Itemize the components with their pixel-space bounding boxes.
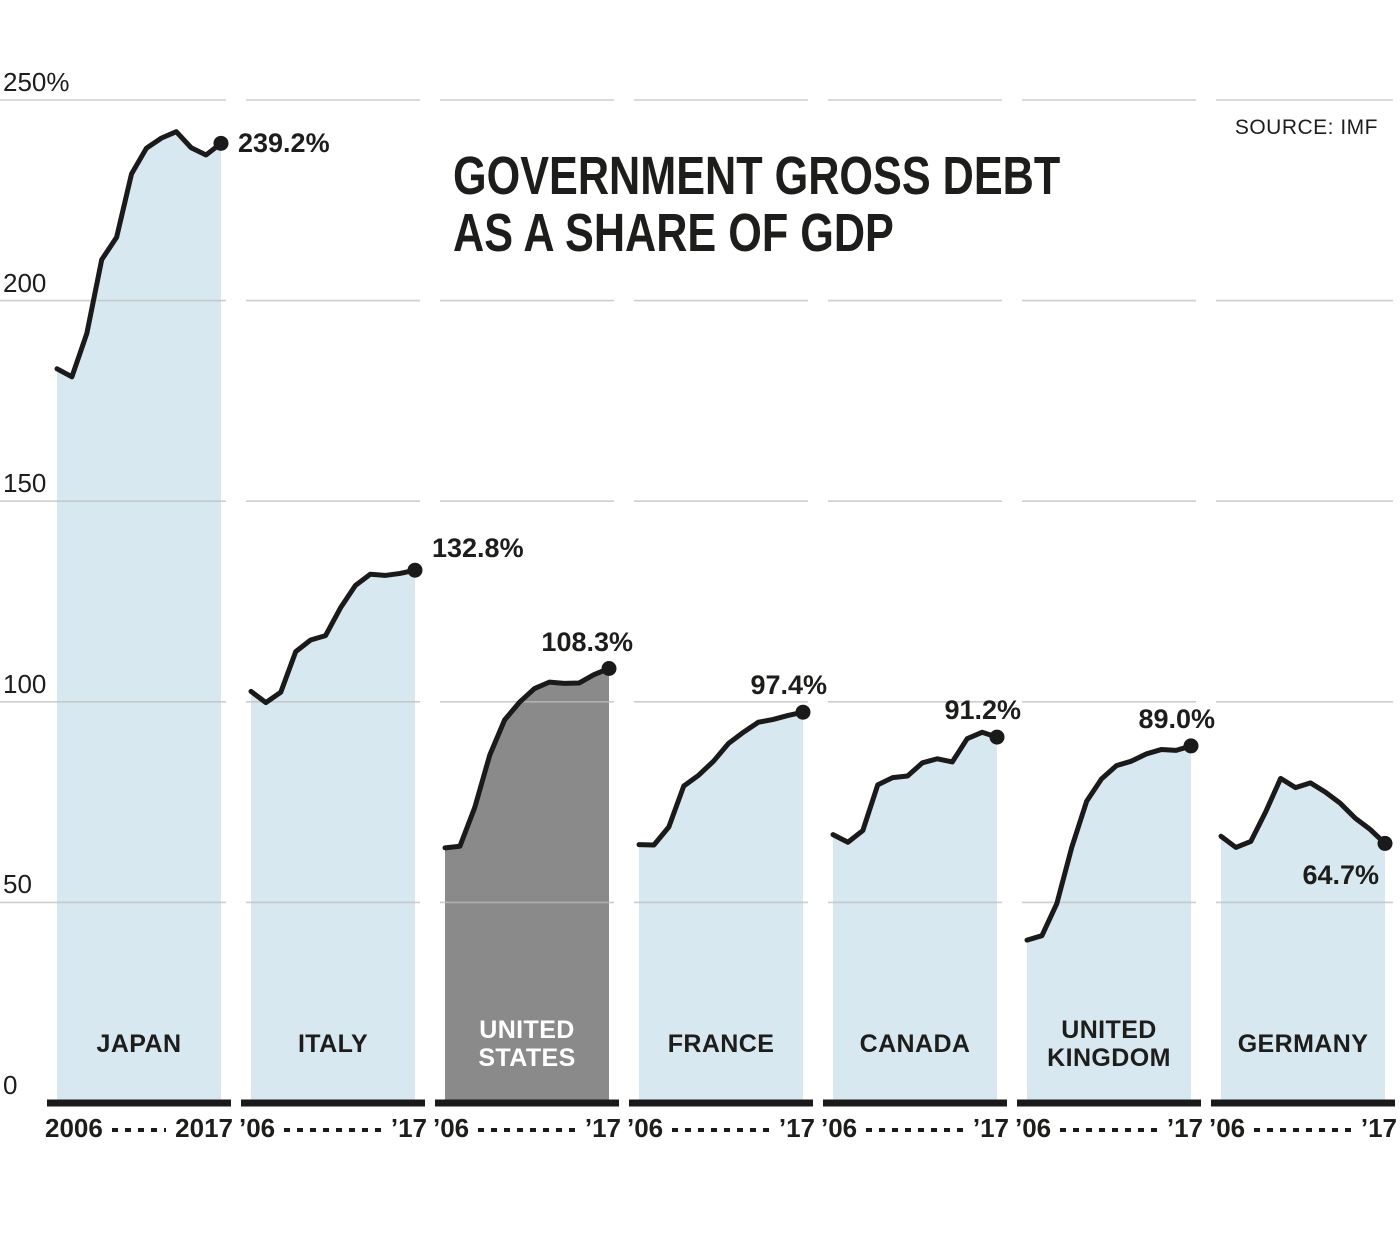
trend-lines-layer (47, 129, 1395, 1107)
end-dot-canada (989, 729, 1005, 745)
end-dot-france (795, 704, 811, 720)
area-united-kingdom (1027, 745, 1191, 1103)
area-germany (1221, 778, 1385, 1103)
trend-line-united-states (442, 666, 612, 851)
area-japan (57, 131, 221, 1103)
end-dot-germany (1377, 835, 1393, 851)
end-dot-united-kingdom (1183, 738, 1199, 754)
area-italy (251, 570, 415, 1103)
trend-line-italy (248, 567, 418, 706)
trend-line-france (636, 709, 806, 848)
chart-title-line-1: GOVERNMENT GROSS DEBT (453, 146, 1061, 206)
gridlines-layer (0, 99, 1393, 904)
chart-title: GOVERNMENT GROSS DEBT AS A SHARE OF GDP (453, 146, 1061, 264)
trend-line-japan (54, 129, 224, 380)
area-fills-layer (57, 131, 1385, 1103)
area-canada (833, 732, 997, 1103)
area-united-states (445, 668, 609, 1103)
area-france (639, 712, 803, 1103)
source-label: SOURCE: IMF (1234, 116, 1378, 139)
chart-title-line-2: AS A SHARE OF GDP (453, 203, 894, 264)
trend-line-united-kingdom (1024, 743, 1194, 943)
end-dot-italy (407, 562, 423, 578)
trend-line-canada (830, 729, 1000, 845)
trend-line-germany (1218, 775, 1388, 850)
end-dot-japan (213, 135, 229, 151)
end-dot-united-states (601, 661, 617, 677)
